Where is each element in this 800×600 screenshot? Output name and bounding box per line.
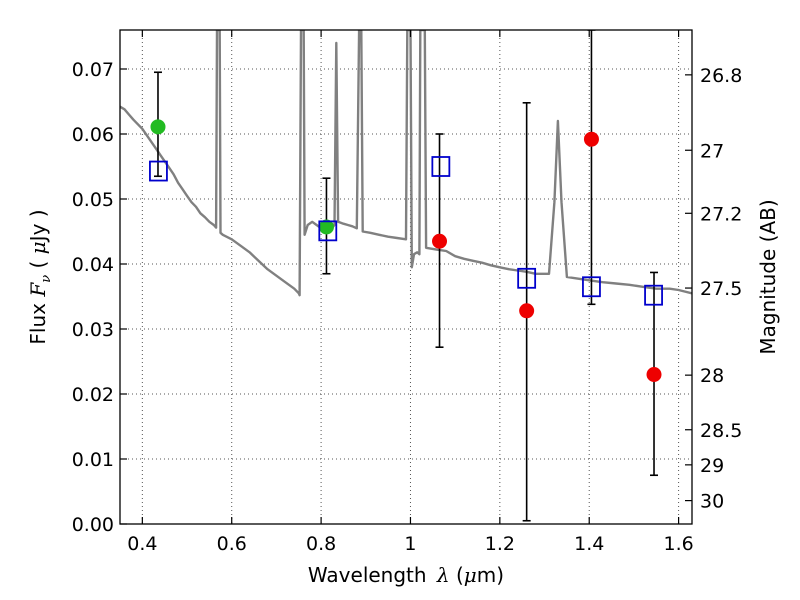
y-tick-label: 0.05 [72, 189, 114, 211]
y2-tick-label: 27.2 [700, 203, 742, 225]
x-tick-label: 1.6 [663, 533, 693, 555]
template-spectrum-line [120, 30, 692, 297]
model-photometry-square [517, 267, 537, 289]
model-photometry-square [582, 276, 601, 298]
model-photometry-square [149, 160, 168, 182]
x-tick-label: 0.6 [217, 533, 247, 555]
x-tick-label: 0.8 [306, 533, 336, 555]
model-photometry-square [318, 220, 338, 242]
x-tick-label: 1.4 [574, 533, 604, 555]
x-axis-label: Wavelength λ (μm) [308, 563, 504, 587]
x-tick-label: 1 [404, 533, 416, 555]
x-tick-label: 0.4 [127, 533, 157, 555]
y2-tick-label: 30 [700, 491, 724, 513]
detection-point [150, 119, 166, 135]
y2-tick-label: 28 [700, 365, 724, 387]
y-tick-label: 0.04 [72, 254, 114, 276]
y-tick-label: 0.06 [72, 124, 114, 146]
y2-tick-label: 28.5 [700, 420, 742, 442]
model-photometry-square [431, 156, 451, 177]
y-tick-label: 0.03 [72, 319, 114, 341]
upper-limit-point [646, 367, 662, 382]
y2-tick-label: 29 [700, 455, 724, 477]
y-tick-label: 0.07 [72, 59, 114, 81]
y-tick-label: 0.02 [72, 384, 114, 406]
x-tick-label: 1.2 [485, 533, 515, 555]
detection-point [318, 219, 334, 235]
y2-axis-label: Magnitude (AB) [756, 199, 780, 354]
y-tick-label: 0.01 [72, 449, 114, 471]
upper-limit-point [432, 233, 448, 249]
y-tick-label: 0.00 [72, 514, 114, 536]
axes-frame [119, 29, 693, 525]
model-photometry-square [644, 284, 663, 306]
upper-limit-point [519, 303, 535, 319]
plot-area [120, 30, 692, 522]
y2-tick-label: 27 [700, 140, 724, 162]
axis-ticks: 0.4 0.6 0.8 1 1.2 1.4 1.6 0.00 0.01 0.02 0.03 0.04 0… [72, 30, 742, 555]
upper-limit-point [583, 131, 599, 147]
y2-tick-label: 27.5 [700, 278, 742, 300]
y2-tick-label: 26.8 [700, 65, 742, 87]
